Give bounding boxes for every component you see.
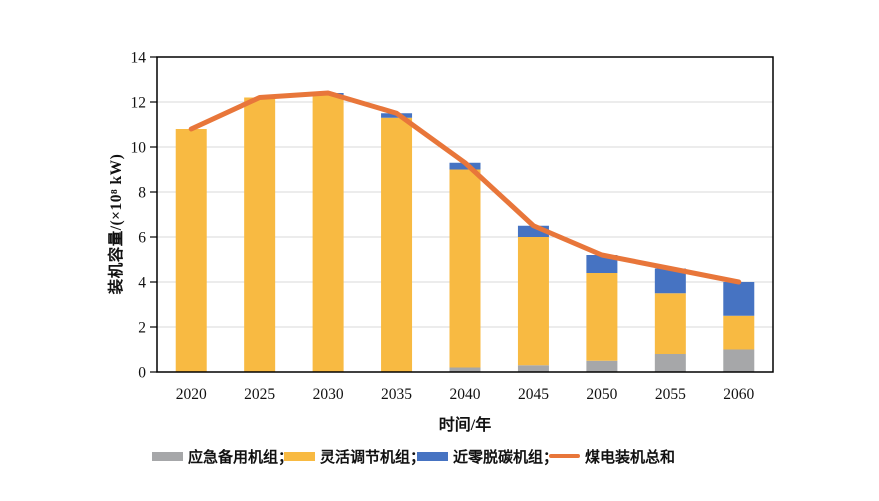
bar-segment-灵活调节机组-2050 (586, 273, 618, 361)
legend-item-emergency-backup-units: 应急备用机组； (152, 445, 293, 467)
legend-label: 应急备用机组； (188, 449, 294, 466)
y-tick-label-2: 2 (138, 320, 146, 337)
y-tick-label-14: 14 (131, 50, 147, 67)
bar-segment-灵活调节机组-2055 (654, 293, 686, 354)
x-tick-label-2055: 2055 (655, 386, 686, 403)
legend-swatch-yellow (284, 451, 315, 461)
y-tick-label-12: 12 (131, 95, 147, 112)
x-tick-label-2050: 2050 (586, 386, 617, 403)
y-tick-label-8: 8 (138, 185, 146, 202)
legend-label: 近零脱碳机组； (453, 449, 559, 466)
bar-segment-应急备用机组-2050 (586, 360, 618, 372)
bar-segment-灵活调节机组-2045 (517, 237, 549, 366)
x-axis-title: 时间/年 (438, 417, 492, 434)
legend-swatch-blue (417, 451, 448, 461)
bar-segment-灵活调节机组-2025 (244, 97, 276, 372)
x-tick-label-2045: 2045 (518, 386, 549, 403)
legend-swatch-orange-line (549, 454, 580, 458)
legend-swatch-gray (152, 451, 183, 461)
y-tick-label-10: 10 (131, 140, 147, 157)
y-tick-label-4: 4 (138, 275, 146, 292)
bar-segment-灵活调节机组-2030 (312, 95, 344, 372)
bar-segment-近零脱碳机组-2045 (517, 225, 549, 237)
bar-segment-应急备用机组-2040 (449, 367, 481, 372)
legend-item-coal-power-total: 煤电装机总和 (549, 445, 675, 467)
legend-label: 灵活调节机组； (320, 449, 426, 466)
x-tick-label-2020: 2020 (176, 386, 207, 403)
x-tick-label-2035: 2035 (381, 386, 412, 403)
x-tick-label-2030: 2030 (313, 386, 344, 403)
legend-label: 煤电装机总和 (585, 449, 676, 466)
y-tick-label-6: 6 (138, 230, 146, 247)
total-line (188, 90, 742, 285)
bar-segment-灵活调节机组-2020 (175, 129, 207, 372)
y-tick-label-0: 0 (138, 365, 146, 382)
bar-segment-近零脱碳机组-2050 (586, 255, 618, 273)
x-tick-label-2040: 2040 (450, 386, 481, 403)
bar-segment-应急备用机组-2055 (654, 354, 686, 372)
plot-area: 0 2 4 6 8 10 12 14 2020 2025 2030 2035 2040 2045 2050 2… (131, 50, 774, 403)
bar-segment-应急备用机组-2060 (723, 349, 755, 372)
y-axis-title: 装机容量/(×10⁸ kW) (108, 153, 125, 295)
bar-segment-应急备用机组-2045 (517, 365, 549, 372)
x-tick-label-2060: 2060 (723, 386, 754, 403)
legend-item-near-zero-decarbon-units: 近零脱碳机组； (417, 445, 558, 467)
bar-segment-灵活调节机组-2035 (381, 117, 413, 372)
bar-segment-近零脱碳机组-2060 (723, 282, 755, 316)
legend: 应急备用机组； 灵活调节机组； 近零脱碳机组； 煤电装机总和 (0, 445, 879, 471)
bar-segment-灵活调节机组-2060 (723, 315, 755, 350)
x-tick-label-2025: 2025 (244, 386, 275, 403)
legend-item-flexible-regulation-units: 灵活调节机组； (284, 445, 425, 467)
plot-border (156, 56, 774, 373)
bar-segment-灵活调节机组-2040 (449, 169, 481, 368)
